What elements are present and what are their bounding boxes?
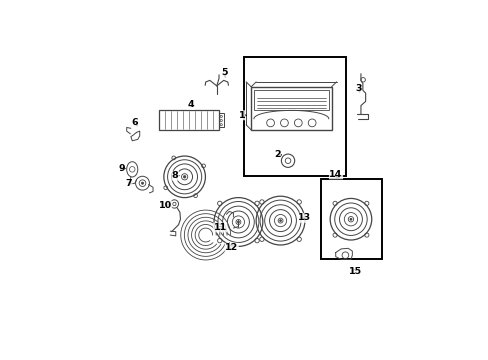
- Circle shape: [183, 176, 185, 178]
- Circle shape: [237, 221, 239, 223]
- Bar: [243, 57, 346, 176]
- Text: 2: 2: [273, 150, 280, 159]
- Bar: [251, 87, 331, 130]
- Text: 10: 10: [158, 201, 171, 210]
- Text: 6: 6: [131, 118, 138, 127]
- Text: 15: 15: [348, 267, 361, 276]
- Bar: [218, 113, 224, 127]
- Circle shape: [279, 220, 281, 222]
- Text: 3: 3: [354, 84, 361, 93]
- Text: 9: 9: [118, 164, 125, 173]
- Text: 13: 13: [297, 213, 310, 222]
- Text: 1: 1: [238, 111, 244, 120]
- Text: 7: 7: [125, 179, 132, 188]
- Bar: [159, 110, 218, 130]
- Bar: [321, 179, 382, 260]
- Text: 14: 14: [329, 170, 342, 179]
- Text: 5: 5: [221, 68, 227, 77]
- Text: 8: 8: [171, 171, 178, 180]
- Bar: [253, 90, 328, 111]
- Text: 12: 12: [224, 243, 238, 252]
- Circle shape: [141, 182, 143, 184]
- Circle shape: [349, 218, 351, 220]
- Text: 11: 11: [213, 223, 226, 232]
- Text: 4: 4: [187, 100, 194, 109]
